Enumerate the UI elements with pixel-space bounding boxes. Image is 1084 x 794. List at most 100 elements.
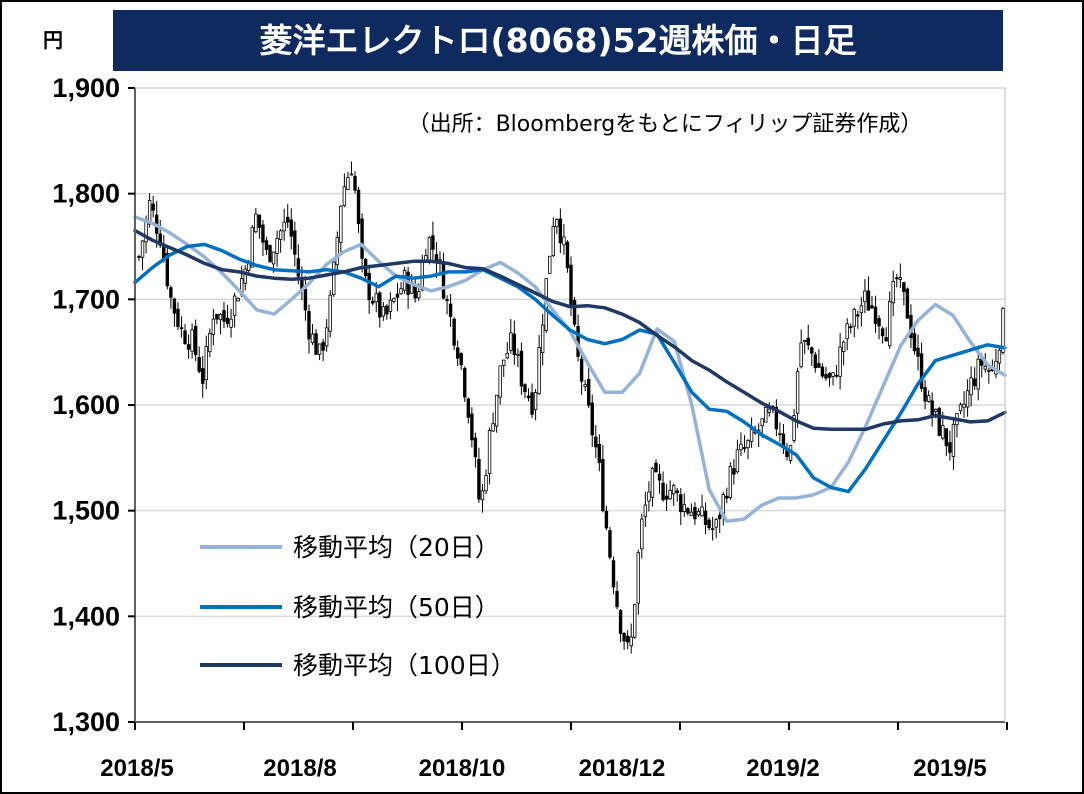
candle-body xyxy=(342,186,347,207)
candle-body xyxy=(470,413,474,441)
candle-body xyxy=(682,504,687,512)
candle-body xyxy=(718,514,722,520)
candle-body xyxy=(849,326,853,329)
candle-body xyxy=(505,353,509,359)
candle-body xyxy=(498,365,502,398)
candle-body xyxy=(887,300,892,347)
candle-body xyxy=(324,327,329,347)
candle-body xyxy=(225,317,230,325)
candle-body xyxy=(374,293,378,303)
candle-body xyxy=(378,292,382,318)
candle-body xyxy=(193,325,198,356)
candle-body xyxy=(314,333,318,355)
candle-body xyxy=(987,369,991,372)
candle-body xyxy=(923,387,927,402)
candle-body xyxy=(710,528,715,531)
candle-body xyxy=(473,437,478,458)
candle-body xyxy=(335,236,339,266)
candle-body xyxy=(905,288,910,319)
candle-body xyxy=(972,378,977,387)
candle-body xyxy=(289,219,293,237)
candle-body xyxy=(222,310,226,322)
candle-body xyxy=(664,495,669,500)
candle-body xyxy=(611,560,616,588)
candle-body xyxy=(275,238,279,254)
candle-body xyxy=(806,337,810,346)
candle-body xyxy=(803,340,807,342)
candle-body xyxy=(303,288,308,311)
candle-body xyxy=(898,277,903,280)
candle-body xyxy=(675,490,679,493)
ma-line-2 xyxy=(133,242,1007,494)
y-tick-label: 1,800 xyxy=(52,179,120,209)
candle-body xyxy=(477,458,481,500)
x-tick-label: 2019/5 xyxy=(913,755,986,782)
candle-body xyxy=(572,299,577,325)
candle-body xyxy=(441,261,446,299)
candle-body xyxy=(537,347,541,395)
candle-body xyxy=(930,400,934,416)
candle-body xyxy=(388,299,393,312)
source-note: （出所：Bloombergをもとにフィリップ証券作成） xyxy=(408,112,923,137)
candle-body xyxy=(654,462,658,473)
candle-body xyxy=(636,552,640,604)
candle-body xyxy=(165,252,170,287)
y-tick-label: 1,400 xyxy=(52,601,120,631)
candle-body xyxy=(512,333,517,356)
candle-body xyxy=(176,308,180,328)
candle-body xyxy=(859,305,864,314)
candle-body xyxy=(838,346,842,377)
candle-body xyxy=(781,433,786,447)
title-banner xyxy=(113,10,1003,71)
candle-body xyxy=(647,491,651,502)
candle-body xyxy=(243,268,247,284)
candle-body xyxy=(696,511,701,516)
candle-body xyxy=(286,216,290,223)
candle-body xyxy=(661,482,665,501)
candle-body xyxy=(679,494,683,513)
y-tick-label: 1,900 xyxy=(52,73,120,103)
candle-body xyxy=(657,473,662,481)
candle-body xyxy=(349,173,354,176)
candle-body xyxy=(604,510,609,529)
candle-body xyxy=(558,218,563,244)
candle-body xyxy=(948,442,952,453)
candle-body xyxy=(459,353,463,366)
candle-body xyxy=(767,408,771,413)
candle-body xyxy=(749,429,754,442)
candle-body xyxy=(997,349,1002,364)
candlesticks xyxy=(137,161,1005,654)
legend-label-2: 移動平均（50日） xyxy=(293,593,500,622)
candle-body xyxy=(880,328,885,337)
candle-body xyxy=(827,373,832,378)
candle-body xyxy=(601,459,605,512)
candle-body xyxy=(866,290,871,311)
candle-body xyxy=(919,353,924,389)
candle-body xyxy=(147,200,152,225)
candle-body xyxy=(204,346,208,381)
candle-body xyxy=(452,318,456,346)
candle-body xyxy=(509,332,513,351)
y-tick-label: 1,300 xyxy=(52,707,120,737)
candle-body xyxy=(392,298,396,302)
candle-body xyxy=(218,314,223,321)
candle-body xyxy=(778,433,782,436)
candle-body xyxy=(693,507,697,520)
candle-body xyxy=(820,366,825,377)
candle-body xyxy=(877,318,881,327)
candle-body xyxy=(268,245,272,263)
candle-body xyxy=(448,303,453,317)
candle-body xyxy=(689,511,694,516)
candle-body xyxy=(962,403,966,408)
candle-body xyxy=(792,415,796,441)
candle-body xyxy=(519,350,524,387)
candle-body xyxy=(764,406,768,423)
moving-average-lines xyxy=(133,215,1007,523)
candle-body xyxy=(810,347,814,354)
candle-body xyxy=(739,443,743,451)
candle-body xyxy=(916,347,920,357)
candle-body xyxy=(137,256,141,258)
candle-body xyxy=(562,236,566,246)
candle-body xyxy=(845,323,849,340)
